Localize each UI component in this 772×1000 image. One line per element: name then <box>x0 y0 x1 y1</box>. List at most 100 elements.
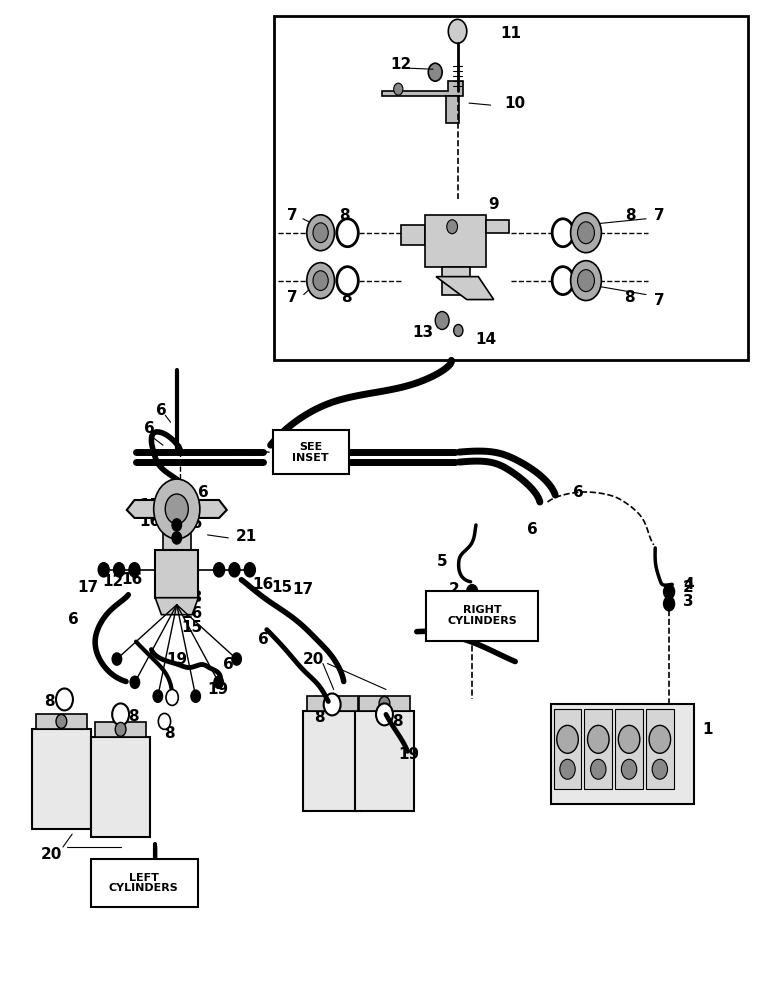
Text: 6: 6 <box>68 612 78 627</box>
Circle shape <box>306 263 334 299</box>
Circle shape <box>447 220 458 234</box>
Circle shape <box>112 653 121 665</box>
Polygon shape <box>615 709 643 789</box>
Polygon shape <box>36 714 86 729</box>
Text: 8: 8 <box>340 290 351 305</box>
Circle shape <box>323 693 340 715</box>
Circle shape <box>166 689 178 705</box>
FancyBboxPatch shape <box>426 591 538 641</box>
Polygon shape <box>127 500 227 518</box>
Circle shape <box>649 725 671 753</box>
Circle shape <box>172 532 181 544</box>
Text: 19: 19 <box>323 697 344 712</box>
Circle shape <box>337 267 358 295</box>
Text: 17: 17 <box>78 580 99 595</box>
Polygon shape <box>551 704 694 804</box>
Text: 10: 10 <box>505 96 526 111</box>
Circle shape <box>191 690 200 702</box>
Circle shape <box>560 759 575 779</box>
Text: 16: 16 <box>252 577 273 592</box>
Text: 9: 9 <box>489 197 499 212</box>
Circle shape <box>130 676 140 688</box>
Text: 15: 15 <box>139 498 161 513</box>
Text: 19: 19 <box>208 682 229 697</box>
Text: 12: 12 <box>390 57 411 72</box>
Circle shape <box>394 83 403 95</box>
Circle shape <box>591 759 606 779</box>
Bar <box>275 16 747 360</box>
Text: 15: 15 <box>181 620 203 635</box>
Circle shape <box>587 725 609 753</box>
Circle shape <box>428 63 442 81</box>
Text: 8: 8 <box>625 208 636 223</box>
Text: 8: 8 <box>624 290 635 305</box>
Polygon shape <box>486 220 509 233</box>
Circle shape <box>313 271 328 290</box>
Circle shape <box>337 219 358 247</box>
Text: 16: 16 <box>181 516 203 531</box>
Text: LEFT
CYLINDERS: LEFT CYLINDERS <box>109 873 178 893</box>
Polygon shape <box>95 722 146 737</box>
Polygon shape <box>436 277 493 300</box>
Polygon shape <box>163 518 191 550</box>
Text: 16: 16 <box>181 606 203 621</box>
Circle shape <box>376 703 393 725</box>
Polygon shape <box>355 711 414 811</box>
Circle shape <box>229 563 240 577</box>
Text: 15: 15 <box>272 580 293 595</box>
Text: 7: 7 <box>654 293 665 308</box>
FancyBboxPatch shape <box>90 859 198 907</box>
Circle shape <box>158 713 171 729</box>
Circle shape <box>454 324 463 336</box>
Text: 17: 17 <box>293 582 313 597</box>
Polygon shape <box>147 864 164 881</box>
Text: 21: 21 <box>235 529 256 544</box>
Text: 8: 8 <box>128 709 139 724</box>
Circle shape <box>214 676 223 688</box>
Text: 7: 7 <box>287 208 297 223</box>
Text: 2: 2 <box>449 582 459 597</box>
Text: 18: 18 <box>181 590 203 605</box>
Polygon shape <box>554 709 581 789</box>
Text: 16: 16 <box>121 572 143 587</box>
Circle shape <box>154 479 200 539</box>
Text: 8: 8 <box>314 710 325 725</box>
Text: 8: 8 <box>45 694 55 709</box>
Text: 20: 20 <box>303 652 324 667</box>
Text: 19: 19 <box>398 747 420 762</box>
Circle shape <box>467 597 478 611</box>
Text: 6: 6 <box>223 657 234 672</box>
Polygon shape <box>425 215 486 267</box>
Text: 6: 6 <box>156 403 167 418</box>
Circle shape <box>571 261 601 301</box>
Text: 6: 6 <box>198 485 208 500</box>
Polygon shape <box>446 96 459 123</box>
Circle shape <box>577 222 594 244</box>
Circle shape <box>552 267 574 295</box>
Circle shape <box>664 597 675 611</box>
Circle shape <box>172 519 181 531</box>
Circle shape <box>129 563 140 577</box>
Text: 16: 16 <box>139 514 161 529</box>
Text: 11: 11 <box>500 26 521 41</box>
Text: 19: 19 <box>166 652 188 667</box>
Text: 5: 5 <box>437 554 448 569</box>
Circle shape <box>664 585 675 599</box>
Circle shape <box>113 563 124 577</box>
Text: 13: 13 <box>412 325 434 340</box>
Polygon shape <box>646 709 674 789</box>
Circle shape <box>652 759 668 779</box>
Text: 8: 8 <box>339 208 350 223</box>
Circle shape <box>112 703 129 725</box>
Circle shape <box>98 563 109 577</box>
Text: 6: 6 <box>144 421 155 436</box>
Text: 8: 8 <box>164 726 174 741</box>
Circle shape <box>577 270 594 292</box>
Circle shape <box>621 759 637 779</box>
Text: 15: 15 <box>181 502 203 517</box>
Text: 14: 14 <box>476 332 496 347</box>
Circle shape <box>327 696 337 710</box>
Polygon shape <box>359 696 410 711</box>
Circle shape <box>115 722 126 736</box>
Polygon shape <box>155 550 198 598</box>
